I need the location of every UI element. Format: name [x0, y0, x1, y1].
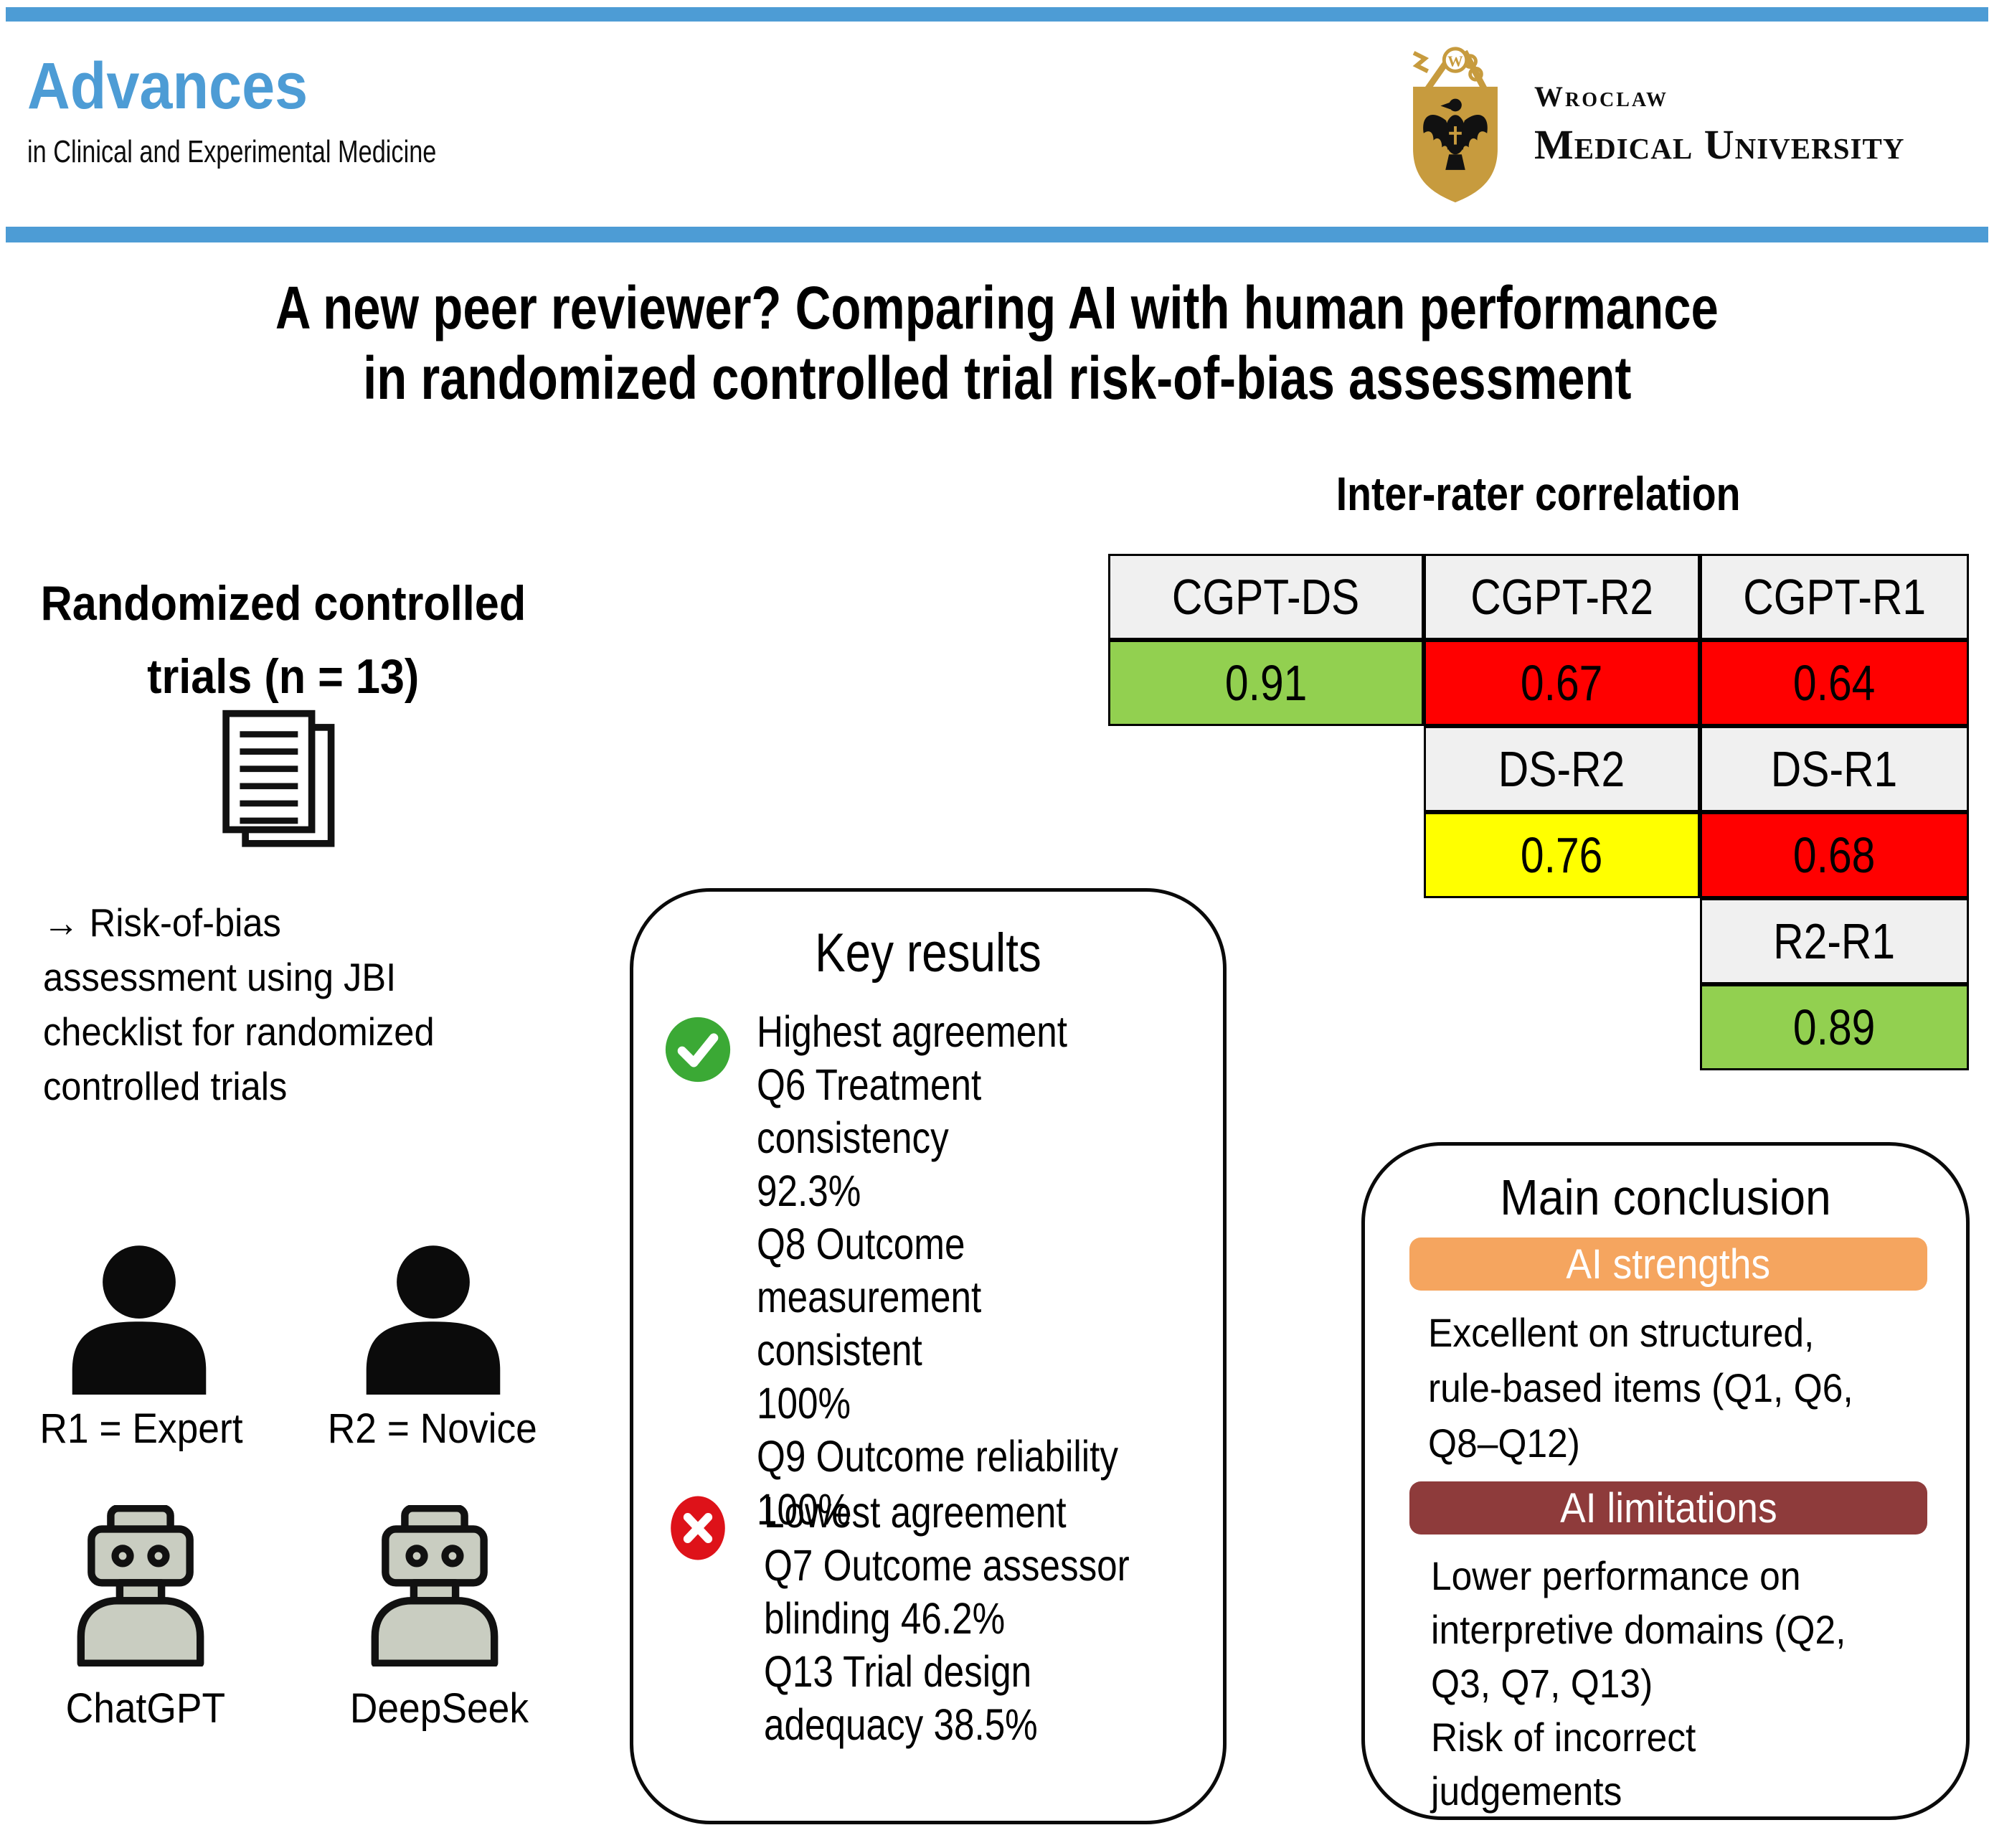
university-name-line1: Wroclaw — [1534, 80, 1669, 113]
model-label-chatgpt: ChatGPT — [65, 1685, 225, 1732]
correlation-pair-label: DS-R1 — [1700, 726, 1969, 812]
correlation-pair-label: CGPT-DS — [1108, 554, 1424, 640]
ai-limitations-header: AI limitations — [1409, 1481, 1927, 1534]
correlation-value-cell: 0.89 — [1700, 984, 1969, 1070]
journal-subtitle: in Clinical and Experimental Medicine — [27, 136, 552, 168]
ai-strengths-header: AI strengths — [1409, 1238, 1927, 1291]
robot-icon-chatgpt — [77, 1505, 204, 1666]
university-name-line2: Medical University — [1534, 121, 1905, 168]
correlation-table: CGPT-DS 0.91 CGPT-R2 0.67 CGPT-R1 0.64 DS-R2 0.… — [1108, 554, 1969, 1070]
university-wordmark: Wroclaw Medical University — [1534, 80, 1904, 169]
key-results-title: Key results — [815, 923, 1041, 984]
assessment-note: → Risk-of-bias assessment using JBI chec… — [43, 900, 435, 1108]
documents-icon — [222, 710, 335, 847]
page-title-line1: A new peer reviewer? Comparing AI with h… — [275, 274, 1719, 341]
main-conclusion-panel: Main conclusion AI strengths Excellent o… — [1361, 1142, 1970, 1820]
lowest-agreement-text: Lowest agreement Q7 Outcome assessor bli… — [764, 1488, 1130, 1749]
correlation-value-cell: 0.68 — [1700, 812, 1969, 898]
correlation-value-cell: 0.67 — [1424, 640, 1700, 726]
correlation-pair-label: R2-R1 — [1700, 898, 1969, 984]
person-icon-expert — [72, 1245, 207, 1395]
key-results-panel: Key results Highest agreement Q6 Treatme… — [630, 888, 1227, 1824]
correlation-pair-label: CGPT-R1 — [1700, 554, 1969, 640]
correlation-pair-label: CGPT-R2 — [1424, 554, 1700, 640]
trials-heading-line1: Randomized controlled — [40, 576, 526, 631]
x-circle-icon — [671, 1496, 725, 1560]
ai-limitations-text: Lower performance on interpretive domain… — [1431, 1553, 1846, 1814]
svg-text:W: W — [1447, 52, 1463, 70]
highest-agreement-text: Highest agreement Q6 Treatment consisten… — [757, 1007, 1119, 1534]
correlation-value-cell: 0.91 — [1108, 640, 1424, 726]
trials-heading: Randomized controlled trials (n = 13) — [7, 567, 559, 713]
model-label-deepseek: DeepSeek — [349, 1685, 529, 1732]
correlation-value-cell: 0.76 — [1424, 812, 1700, 898]
journal-subtitle-text: in Clinical and Experimental Medicine — [27, 134, 437, 169]
correlation-value-cell: 0.64 — [1700, 640, 1969, 726]
header-rule-top — [6, 7, 1988, 22]
main-conclusion-title: Main conclusion — [1500, 1169, 1831, 1225]
correlation-pair-label: DS-R2 — [1424, 726, 1700, 812]
check-circle-icon — [665, 1017, 731, 1083]
page-title: A new peer reviewer? Comparing AI with h… — [0, 273, 1994, 413]
university-logo: W Wroclaw Medical University — [1395, 43, 1904, 205]
ai-strengths-text: Excellent on structured, rule-based item… — [1428, 1310, 1853, 1466]
rater-label-novice: R2 = Novice — [327, 1405, 538, 1452]
journal-name: Advances — [27, 53, 339, 119]
university-crest-icon: W — [1412, 47, 1498, 203]
person-icon-novice — [366, 1245, 501, 1395]
journal-name-text: Advances — [27, 50, 308, 123]
robot-icon-deepseek — [371, 1505, 498, 1666]
page-title-line2: in randomized controlled trial risk-of-b… — [362, 344, 1632, 412]
header-rule-bottom — [6, 227, 1988, 242]
trials-heading-line2: trials (n = 13) — [147, 649, 420, 704]
rater-label-expert: R1 = Expert — [39, 1405, 243, 1452]
correlation-title: Inter-rater correlation — [1336, 467, 1741, 520]
